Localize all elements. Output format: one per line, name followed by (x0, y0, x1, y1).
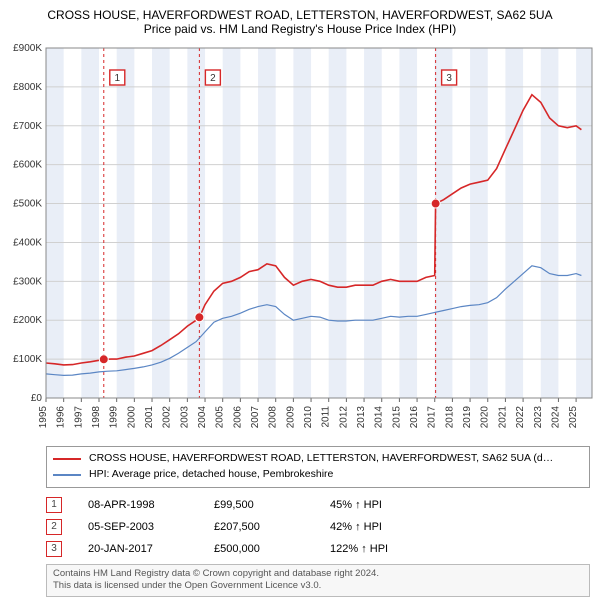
svg-text:2002: 2002 (162, 406, 173, 429)
marker-number-box: 2 (46, 519, 62, 535)
svg-text:2018: 2018 (444, 406, 455, 429)
svg-text:1: 1 (114, 73, 120, 84)
svg-text:2009: 2009 (285, 406, 296, 429)
legend-label: CROSS HOUSE, HAVERFORDWEST ROAD, LETTERS… (89, 451, 553, 467)
chart-plot-area: £0 £100K £200K £300K £400K £500K £600K £700K £80… (0, 40, 600, 440)
chart-title: CROSS HOUSE, HAVERFORDWEST ROAD, LETTERS… (0, 0, 600, 22)
marker-price: £207,500 (214, 521, 304, 533)
svg-text:2021: 2021 (497, 406, 508, 429)
svg-text:2015: 2015 (391, 406, 402, 429)
svg-text:2005: 2005 (215, 406, 226, 429)
footer-line-2: This data is licensed under the Open Gov… (53, 580, 583, 593)
svg-text:£0: £0 (31, 393, 43, 404)
svg-text:2013: 2013 (356, 406, 367, 429)
svg-text:1999: 1999 (109, 406, 120, 429)
svg-text:2017: 2017 (427, 406, 438, 429)
legend-swatch (53, 458, 81, 460)
marker-number-box: 3 (46, 541, 62, 557)
svg-text:2010: 2010 (303, 406, 314, 429)
svg-text:2023: 2023 (533, 406, 544, 429)
svg-text:2022: 2022 (515, 406, 526, 429)
svg-text:£600K: £600K (13, 160, 42, 171)
svg-text:2016: 2016 (409, 406, 420, 429)
footer-attribution: Contains HM Land Registry data © Crown c… (46, 564, 590, 598)
legend-swatch (53, 474, 81, 476)
chart-container: CROSS HOUSE, HAVERFORDWEST ROAD, LETTERS… (0, 0, 600, 597)
marker-date: 20-JAN-2017 (88, 543, 188, 555)
svg-text:2012: 2012 (338, 406, 349, 429)
svg-text:£700K: £700K (13, 121, 42, 132)
chart-svg: £0 £100K £200K £300K £400K £500K £600K £700K £80… (0, 40, 600, 440)
svg-text:1995: 1995 (38, 406, 49, 429)
svg-text:2003: 2003 (179, 406, 190, 429)
svg-text:2004: 2004 (197, 406, 208, 429)
marker-row: 3 20-JAN-2017 £500,000 122% ↑ HPI (46, 538, 590, 560)
svg-text:2024: 2024 (550, 406, 561, 429)
svg-text:1997: 1997 (73, 406, 84, 429)
legend-item: HPI: Average price, detached house, Pemb… (53, 467, 583, 483)
marker-pct-vs-hpi: 42% ↑ HPI (330, 521, 430, 533)
svg-text:£300K: £300K (13, 276, 42, 287)
svg-text:2006: 2006 (232, 406, 243, 429)
svg-text:2: 2 (210, 73, 216, 84)
marker-pct-vs-hpi: 122% ↑ HPI (330, 543, 430, 555)
marker-row: 1 08-APR-1998 £99,500 45% ↑ HPI (46, 494, 590, 516)
svg-text:1996: 1996 (56, 406, 67, 429)
chart-subtitle: Price paid vs. HM Land Registry's House … (0, 22, 600, 40)
svg-text:3: 3 (446, 73, 452, 84)
svg-text:£200K: £200K (13, 315, 42, 326)
legend: CROSS HOUSE, HAVERFORDWEST ROAD, LETTERS… (46, 446, 590, 488)
svg-text:2020: 2020 (480, 406, 491, 429)
marker-date: 05-SEP-2003 (88, 521, 188, 533)
marker-price: £99,500 (214, 499, 304, 511)
footer-line-1: Contains HM Land Registry data © Crown c… (53, 568, 583, 581)
legend-item: CROSS HOUSE, HAVERFORDWEST ROAD, LETTERS… (53, 451, 583, 467)
legend-label: HPI: Average price, detached house, Pemb… (89, 467, 333, 483)
svg-text:2001: 2001 (144, 406, 155, 429)
svg-text:£400K: £400K (13, 237, 42, 248)
marker-pct-vs-hpi: 45% ↑ HPI (330, 499, 430, 511)
marker-price: £500,000 (214, 543, 304, 555)
marker-number-box: 1 (46, 497, 62, 513)
svg-text:2014: 2014 (374, 406, 385, 429)
sales-markers-table: 1 08-APR-1998 £99,500 45% ↑ HPI 2 05-SEP-2003… (46, 494, 590, 560)
svg-text:£100K: £100K (13, 354, 42, 365)
svg-text:1998: 1998 (91, 406, 102, 429)
svg-text:2000: 2000 (126, 406, 137, 429)
svg-text:2019: 2019 (462, 406, 473, 429)
svg-text:£800K: £800K (13, 82, 42, 93)
svg-text:£900K: £900K (13, 43, 42, 54)
svg-text:2025: 2025 (568, 406, 579, 429)
svg-text:£500K: £500K (13, 199, 42, 210)
svg-text:2011: 2011 (321, 406, 332, 428)
svg-text:2007: 2007 (250, 406, 261, 429)
marker-date: 08-APR-1998 (88, 499, 188, 511)
marker-row: 2 05-SEP-2003 £207,500 42% ↑ HPI (46, 516, 590, 538)
svg-text:2008: 2008 (268, 406, 279, 429)
